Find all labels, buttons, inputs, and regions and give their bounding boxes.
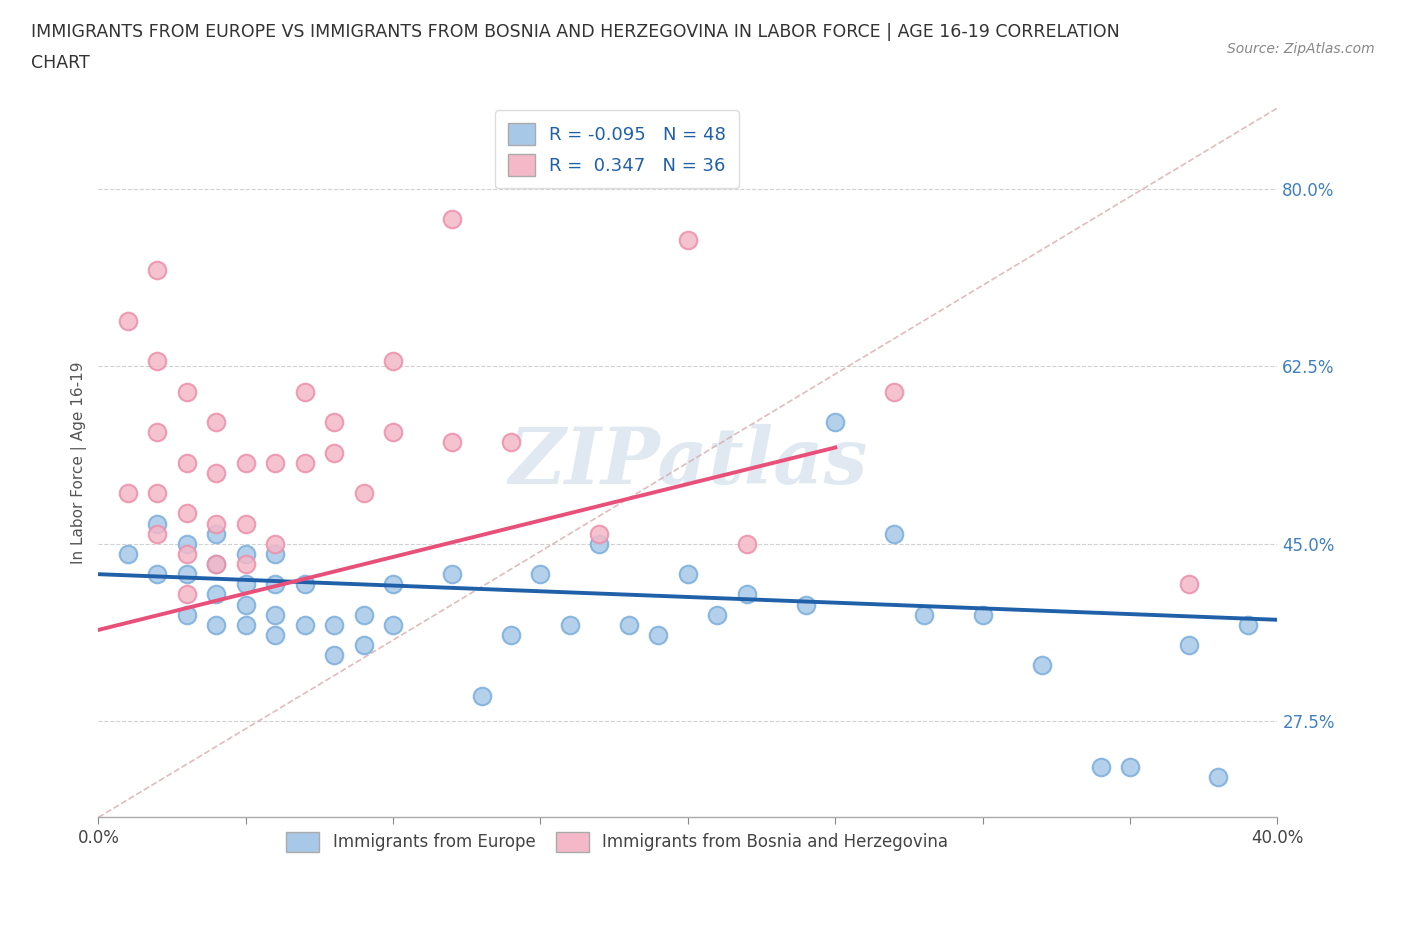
Point <box>117 313 139 328</box>
Point <box>235 577 257 591</box>
Point <box>294 384 316 399</box>
Point <box>235 456 257 471</box>
Point <box>235 547 257 562</box>
Point <box>235 618 257 632</box>
Point <box>176 456 198 471</box>
Point <box>146 526 169 541</box>
Point <box>264 456 287 471</box>
Point <box>558 618 581 632</box>
Point <box>1237 618 1260 632</box>
Point <box>323 445 346 460</box>
Point <box>264 547 287 562</box>
Point <box>146 354 169 369</box>
Point <box>205 557 228 572</box>
Point <box>146 262 169 277</box>
Point <box>382 577 405 591</box>
Point <box>499 628 522 643</box>
Point <box>323 648 346 663</box>
Point <box>588 526 610 541</box>
Point <box>382 618 405 632</box>
Point <box>205 415 228 430</box>
Point <box>647 628 669 643</box>
Point <box>146 485 169 500</box>
Text: CHART: CHART <box>31 54 90 72</box>
Point <box>294 577 316 591</box>
Point <box>441 435 464 450</box>
Point <box>117 547 139 562</box>
Point <box>146 566 169 581</box>
Point <box>205 618 228 632</box>
Point <box>146 516 169 531</box>
Text: ZIPatlas: ZIPatlas <box>508 424 868 501</box>
Point <box>205 526 228 541</box>
Point <box>146 425 169 440</box>
Point <box>470 688 492 703</box>
Point <box>323 618 346 632</box>
Point <box>794 597 817 612</box>
Point <box>264 628 287 643</box>
Point <box>176 537 198 551</box>
Point <box>706 607 728 622</box>
Point <box>735 587 758 602</box>
Point <box>264 607 287 622</box>
Point <box>382 425 405 440</box>
Point <box>176 547 198 562</box>
Point <box>176 587 198 602</box>
Point <box>235 516 257 531</box>
Point <box>617 618 640 632</box>
Point <box>1178 638 1201 653</box>
Point <box>883 384 905 399</box>
Point <box>323 415 346 430</box>
Point <box>972 607 994 622</box>
Legend: Immigrants from Europe, Immigrants from Bosnia and Herzegovina: Immigrants from Europe, Immigrants from … <box>280 825 955 858</box>
Point <box>176 506 198 521</box>
Point <box>294 618 316 632</box>
Point <box>176 566 198 581</box>
Point <box>353 607 375 622</box>
Point <box>205 465 228 480</box>
Point <box>676 232 699 247</box>
Point <box>883 526 905 541</box>
Text: IMMIGRANTS FROM EUROPE VS IMMIGRANTS FROM BOSNIA AND HERZEGOVINA IN LABOR FORCE : IMMIGRANTS FROM EUROPE VS IMMIGRANTS FRO… <box>31 23 1119 41</box>
Point <box>117 485 139 500</box>
Point <box>235 597 257 612</box>
Point <box>1031 658 1053 672</box>
Point <box>382 354 405 369</box>
Point <box>205 587 228 602</box>
Point <box>441 212 464 227</box>
Y-axis label: In Labor Force | Age 16-19: In Labor Force | Age 16-19 <box>72 362 87 564</box>
Point <box>735 537 758 551</box>
Point <box>499 435 522 450</box>
Point <box>676 566 699 581</box>
Point <box>824 415 846 430</box>
Point <box>264 577 287 591</box>
Point <box>294 456 316 471</box>
Point <box>176 607 198 622</box>
Point <box>912 607 935 622</box>
Point <box>588 537 610 551</box>
Point <box>1208 769 1230 784</box>
Point <box>529 566 551 581</box>
Point <box>1090 759 1112 774</box>
Point <box>1119 759 1142 774</box>
Point <box>264 537 287 551</box>
Point <box>205 557 228 572</box>
Point <box>353 485 375 500</box>
Point <box>176 384 198 399</box>
Point <box>205 516 228 531</box>
Point <box>353 638 375 653</box>
Point <box>1178 577 1201 591</box>
Text: Source: ZipAtlas.com: Source: ZipAtlas.com <box>1227 42 1375 56</box>
Point <box>441 566 464 581</box>
Point <box>235 557 257 572</box>
